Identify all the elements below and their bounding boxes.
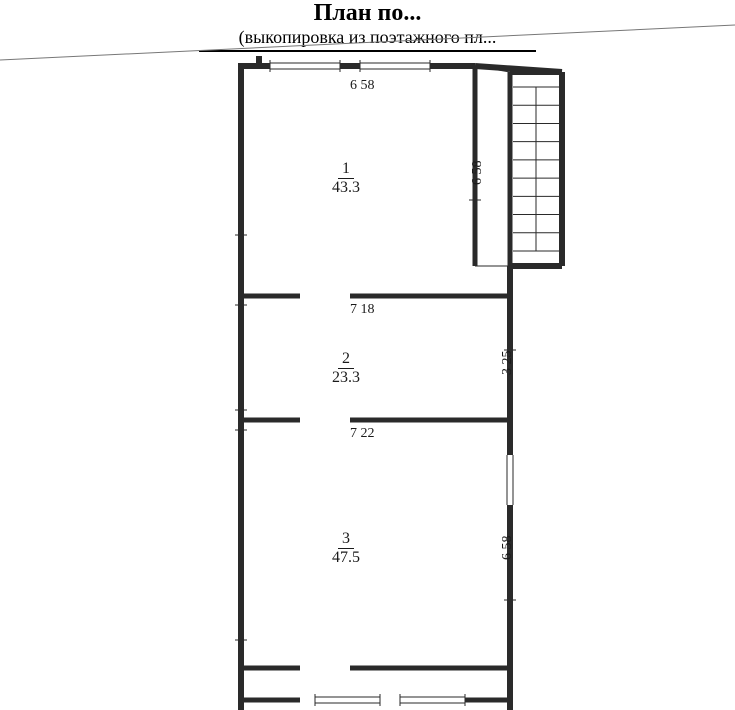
room-label: 223.3 [332, 350, 360, 386]
dimension-vertical: 6 58 [470, 161, 486, 186]
room-area: 47.5 [332, 549, 360, 567]
room-area: 43.3 [332, 179, 360, 197]
dimension-horizontal: 7 22 [350, 426, 375, 442]
dimension-horizontal: 6 58 [350, 78, 375, 94]
room-area: 23.3 [332, 369, 360, 387]
dimension-vertical: 6 58 [500, 536, 516, 561]
room-label: 347.5 [332, 530, 360, 566]
room-number: 3 [338, 530, 354, 549]
room-label: 143.3 [332, 160, 360, 196]
room-number: 2 [338, 350, 354, 369]
floor-plan [0, 0, 735, 710]
room-number: 1 [338, 160, 354, 179]
dimension-vertical: 3 25 [500, 351, 516, 376]
dimension-horizontal: 7 18 [350, 302, 375, 318]
